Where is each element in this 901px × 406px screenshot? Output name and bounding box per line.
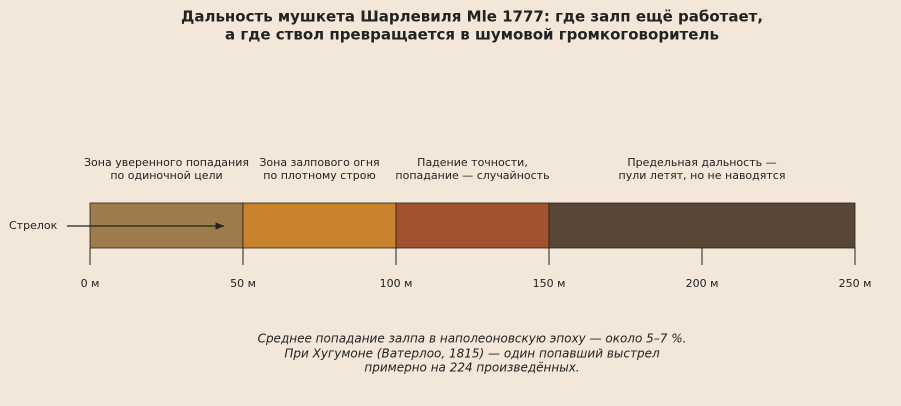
x-tick-label: 250 м	[839, 277, 872, 290]
zone	[242, 202, 397, 249]
chart-title: Дальность мушкета Шарлевиля Mle 1777: гд…	[181, 8, 763, 26]
zone-label: Предельная дальность —	[627, 156, 776, 169]
zone-label: пули летят, но не наводятся	[619, 169, 786, 182]
note: При Хугумоне (Ватерлоо, 1815) — один поп…	[284, 347, 660, 361]
x-tick-label: 50 м	[230, 277, 256, 290]
note: Среднее попадание залпа в наполеоновскую…	[258, 332, 687, 346]
zone-label: попадание — случайность	[395, 169, 549, 182]
chart-title: а где ствол превращается в шумовой громк…	[225, 26, 719, 44]
zone-label: Зона уверенного попадания	[84, 156, 249, 169]
zone-label: по плотному строю	[263, 169, 375, 182]
shooter-label: Стрелок	[9, 219, 58, 232]
zone-label: Зона залпового огня	[259, 156, 379, 169]
note: примерно на 224 произведённых.	[364, 361, 579, 375]
zone-label: Падение точности,	[417, 156, 528, 169]
x-tick-label: 150 м	[533, 277, 566, 290]
zone	[395, 202, 550, 249]
zone	[548, 202, 856, 249]
x-tick-label: 200 м	[686, 277, 719, 290]
x-tick-label: 0 м	[81, 277, 100, 290]
x-tick-label: 100 м	[380, 277, 413, 290]
zone-label: по одиночной цели	[110, 169, 222, 182]
